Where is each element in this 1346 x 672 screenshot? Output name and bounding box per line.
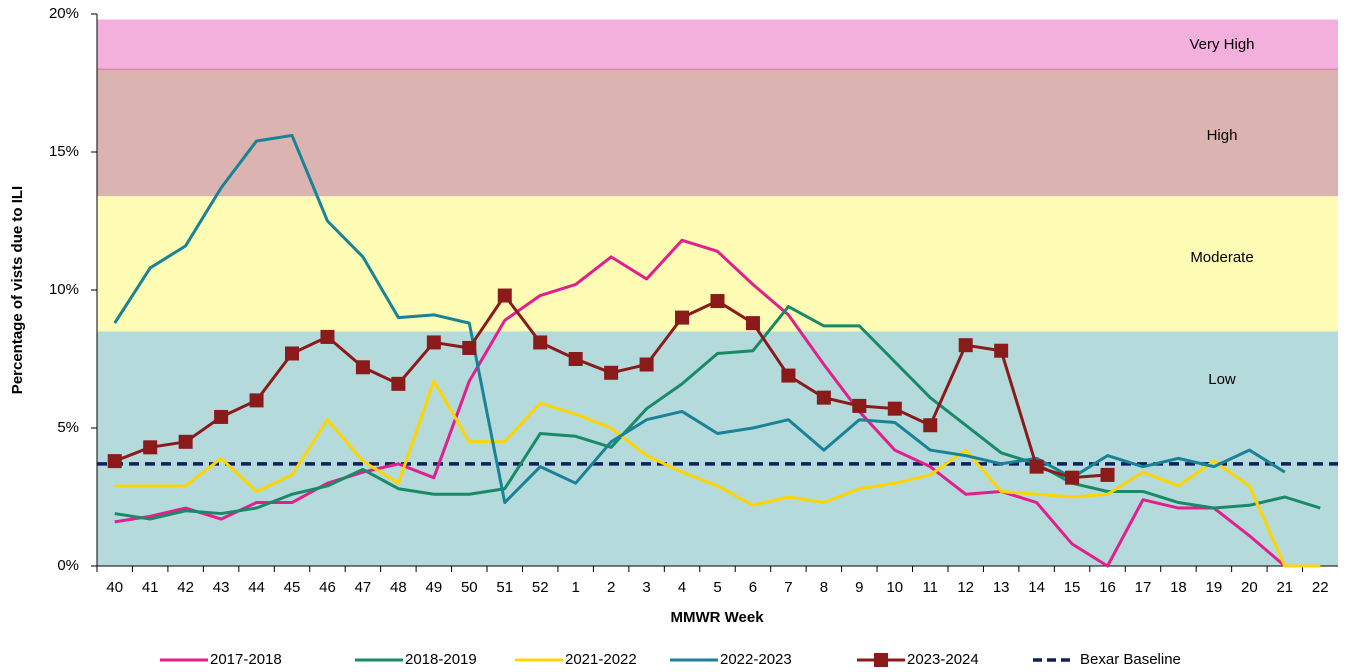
point-marker	[320, 329, 335, 344]
x-tick-label: 10	[886, 579, 903, 596]
point-marker	[781, 368, 796, 383]
point-marker	[710, 294, 725, 309]
legend-label: 2017-2018	[210, 651, 282, 668]
legend-label: 2023-2024	[907, 651, 979, 668]
x-tick-label: 14	[1028, 579, 1045, 596]
band-label: Moderate	[1190, 249, 1253, 266]
threshold-band	[97, 69, 1338, 197]
x-tick-label: 7	[784, 579, 792, 596]
y-tick-label: 5%	[57, 419, 79, 436]
x-tick-label: 44	[248, 579, 265, 596]
threshold-band	[97, 196, 1338, 332]
x-tick-label: 9	[855, 579, 863, 596]
point-marker	[958, 338, 973, 353]
series-line	[114, 305, 1321, 521]
point-marker	[355, 360, 370, 375]
x-tick-label: 43	[213, 579, 230, 596]
x-tick-label: 11	[922, 579, 938, 596]
y-tick-label: 0%	[57, 557, 79, 574]
x-tick-label: 46	[319, 579, 336, 596]
x-tick-label: 20	[1241, 579, 1258, 596]
point-marker	[285, 346, 300, 361]
point-marker	[852, 398, 867, 413]
point-marker	[1029, 459, 1044, 474]
point-marker	[143, 440, 158, 455]
x-tick-label: 40	[106, 579, 123, 596]
point-marker	[1065, 470, 1080, 485]
point-marker	[816, 390, 831, 405]
series-line	[113, 133, 1286, 505]
y-axis-title: Percentage of vists due to ILI	[9, 186, 26, 394]
point-marker	[639, 357, 654, 372]
x-tick-label: 16	[1099, 579, 1116, 596]
x-tick-label: 4	[678, 579, 686, 596]
x-tick-label: 19	[1206, 579, 1223, 596]
y-tick-label: 10%	[49, 281, 79, 298]
x-tick-label: 22	[1312, 579, 1329, 596]
x-tick-label: 17	[1135, 579, 1152, 596]
y-tick-label: 20%	[49, 5, 79, 22]
point-marker	[533, 335, 548, 350]
x-axis-title: MMWR Week	[670, 609, 764, 626]
x-tick-label: 49	[425, 579, 442, 596]
x-tick-label: 48	[390, 579, 407, 596]
point-marker	[462, 340, 477, 355]
point-marker	[497, 288, 512, 303]
point-marker	[568, 352, 583, 366]
x-tick-label: 2	[607, 579, 615, 596]
x-tick-label: 5	[713, 579, 721, 596]
point-marker	[249, 393, 264, 408]
point-marker	[887, 401, 902, 416]
x-tick-label: 21	[1276, 579, 1293, 596]
x-tick-label: 50	[461, 579, 478, 596]
point-marker	[604, 365, 619, 380]
x-tick-label: 41	[142, 579, 159, 596]
band-label: Very High	[1189, 36, 1254, 53]
band-label: High	[1207, 127, 1238, 144]
x-tick-label: 13	[993, 579, 1010, 596]
x-tick-label: 45	[284, 579, 301, 596]
point-marker	[107, 454, 122, 469]
x-tick-label: 3	[642, 579, 650, 596]
point-marker	[391, 376, 406, 391]
series-line	[114, 238, 1286, 568]
x-tick-label: 52	[532, 579, 549, 596]
x-tick-label: 12	[957, 579, 974, 596]
x-tick-label: 15	[1064, 579, 1081, 596]
point-marker	[426, 335, 441, 350]
threshold-band	[97, 19, 1338, 70]
band-label: Low	[1208, 371, 1236, 388]
legend-label: Bexar Baseline	[1080, 651, 1181, 668]
point-marker	[675, 310, 690, 325]
point-marker	[1100, 467, 1115, 482]
x-tick-label: 8	[820, 579, 828, 596]
legend-marker	[874, 653, 888, 667]
point-marker	[994, 343, 1009, 358]
legend-label: 2018-2019	[405, 651, 477, 668]
series-line	[114, 379, 1321, 568]
legend-label: 2022-2023	[720, 651, 792, 668]
x-tick-label: 42	[177, 579, 194, 596]
threshold-band	[97, 331, 1338, 566]
point-marker	[178, 434, 193, 449]
x-tick-label: 51	[496, 579, 513, 596]
point-marker	[745, 316, 760, 331]
x-tick-label: 47	[355, 579, 372, 596]
legend-label: 2021-2022	[565, 651, 637, 668]
point-marker	[214, 409, 229, 424]
x-tick-label: 1	[571, 579, 579, 596]
point-marker	[923, 418, 938, 433]
y-tick-label: 15%	[49, 143, 79, 160]
x-tick-label: 6	[749, 579, 757, 596]
x-tick-label: 18	[1170, 579, 1187, 596]
